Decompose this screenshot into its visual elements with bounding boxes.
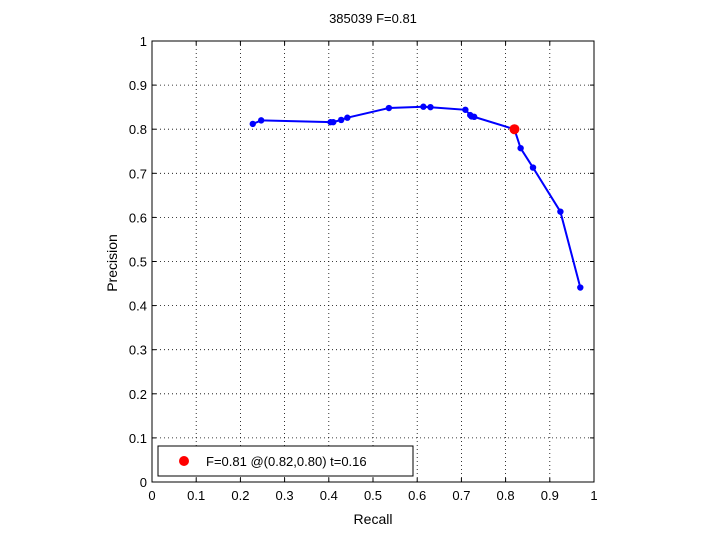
y-tick-label: 0.8 [129, 122, 147, 137]
legend-box [157, 445, 414, 477]
x-tick-label: 0.3 [276, 488, 294, 503]
data-point [344, 114, 351, 121]
data-point [462, 106, 469, 113]
y-tick-label: 0 [140, 475, 147, 490]
x-tick-label: 0.8 [497, 488, 515, 503]
x-tick-label: 0.4 [320, 488, 338, 503]
y-tick-label: 0.7 [129, 166, 147, 181]
y-tick-label: 0.2 [129, 387, 147, 402]
series-line [252, 105, 582, 288]
x-tick-label: 1 [590, 488, 597, 503]
data-point [529, 164, 537, 171]
data-point [427, 103, 434, 111]
y-tick-label: 0.1 [129, 431, 147, 446]
x-tick-label: 0.1 [187, 488, 205, 503]
y-tick-label: 1 [140, 34, 147, 49]
y-tick-label: 0.4 [129, 299, 147, 314]
x-tick-label: 0.9 [541, 488, 559, 503]
legend: F=0.81 @(0.82,0.80) t=0.16 [157, 445, 414, 477]
y-axis-title: Precision [104, 234, 120, 292]
data-point [577, 284, 584, 291]
grid-lines [152, 41, 594, 482]
y-tick-label: 0.6 [129, 210, 147, 225]
chart-title: 385039 F=0.81 [329, 11, 417, 26]
data-point [471, 113, 478, 121]
series-group [249, 103, 584, 291]
highlight-group [509, 124, 520, 135]
x-tick-label: 0 [148, 488, 155, 503]
x-tick-label: 0.5 [364, 488, 382, 503]
data-point [257, 117, 265, 124]
x-tick-label: 0.7 [452, 488, 470, 503]
y-tick-label: 0.5 [129, 255, 147, 270]
data-point [337, 116, 345, 124]
axis-ticks: 0 0.1 0.2 0.3 0.4 0.5 0.6 0.7 0.8 0.9 1 0 0.1 0.2 0.3 0… [129, 34, 598, 503]
x-tick-label: 0.6 [408, 488, 426, 503]
data-point [330, 118, 337, 126]
y-tick-label: 0.3 [129, 343, 147, 358]
x-axis-title: Recall [354, 511, 393, 527]
x-tick-label: 0.2 [231, 488, 249, 503]
data-point [420, 103, 427, 110]
legend-label: F=0.81 @(0.82,0.80) t=0.16 [206, 454, 367, 469]
data-point [385, 104, 393, 112]
data-point [557, 208, 564, 215]
data-point [517, 144, 524, 152]
legend-marker-icon [179, 456, 189, 466]
best-f-point [509, 124, 520, 135]
data-point [249, 120, 256, 128]
y-tick-label: 0.9 [129, 78, 147, 93]
